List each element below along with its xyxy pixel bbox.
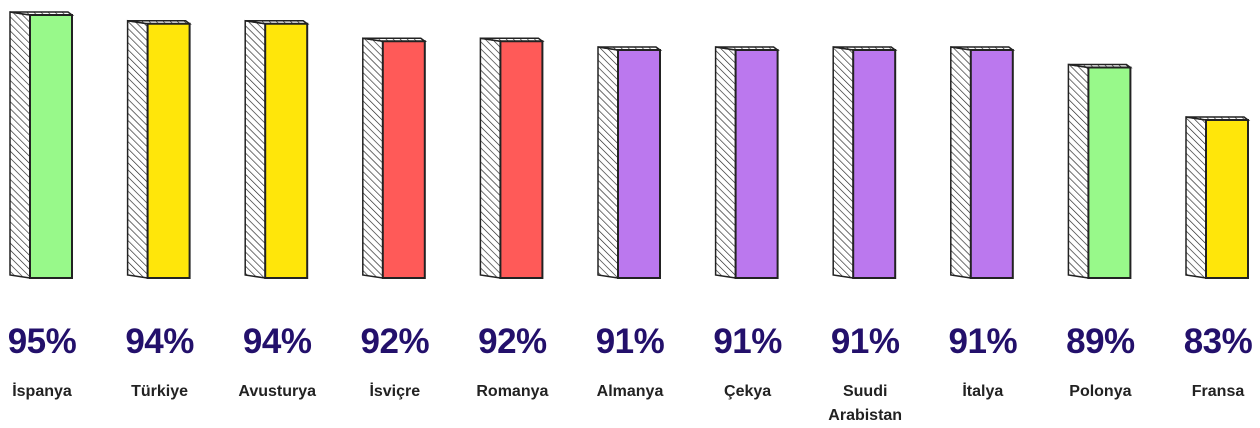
- bar: [1087, 66, 1132, 279]
- bar: [969, 49, 1014, 279]
- bar: [264, 22, 309, 279]
- value-label: 83%: [1183, 322, 1253, 361]
- bar: [1205, 119, 1249, 279]
- x-tick-label: İspanya: [12, 383, 72, 400]
- x-tick-label: Çekya: [724, 383, 772, 400]
- value-label: 92%: [360, 322, 430, 361]
- bar-side: [1185, 116, 1207, 279]
- value-label: 92%: [478, 322, 547, 361]
- bar: [29, 14, 73, 279]
- value-label: 91%: [830, 322, 900, 361]
- x-tick-label: İsviçre: [369, 383, 421, 400]
- x-tick-label: Polonya: [1069, 383, 1132, 400]
- bar: [381, 40, 426, 279]
- x-tick-label: Suudi Arabistan: [828, 383, 903, 424]
- bar-side: [832, 46, 854, 279]
- bar: [146, 22, 191, 279]
- bar-side: [9, 11, 31, 279]
- bar: [617, 49, 661, 279]
- value-label: 91%: [713, 322, 782, 361]
- bar: [734, 49, 779, 279]
- value-label: 95%: [7, 322, 77, 361]
- value-label: 94%: [125, 322, 194, 361]
- bar-side: [597, 46, 619, 279]
- bar-side: [1067, 63, 1090, 279]
- x-tick-label: Almanya: [596, 383, 664, 400]
- value-label: 91%: [595, 322, 665, 361]
- bar-side: [362, 37, 384, 279]
- x-tick-label: İtalya: [962, 383, 1004, 400]
- bar: [499, 40, 544, 279]
- x-tick-label: Romanya: [476, 383, 549, 400]
- bar-side: [479, 37, 502, 279]
- value-label: 91%: [948, 322, 1018, 361]
- x-tick-label: Avusturya: [238, 383, 317, 400]
- bar-side: [950, 46, 972, 279]
- bar-side: [244, 19, 266, 279]
- x-tick-label: Fransa: [1191, 383, 1245, 400]
- bar: [852, 49, 897, 279]
- value-label: 89%: [1066, 322, 1135, 361]
- bar-side: [714, 46, 737, 279]
- bar-side: [126, 19, 149, 279]
- value-label: 94%: [242, 322, 312, 361]
- x-tick-label: Türkiye: [131, 383, 189, 400]
